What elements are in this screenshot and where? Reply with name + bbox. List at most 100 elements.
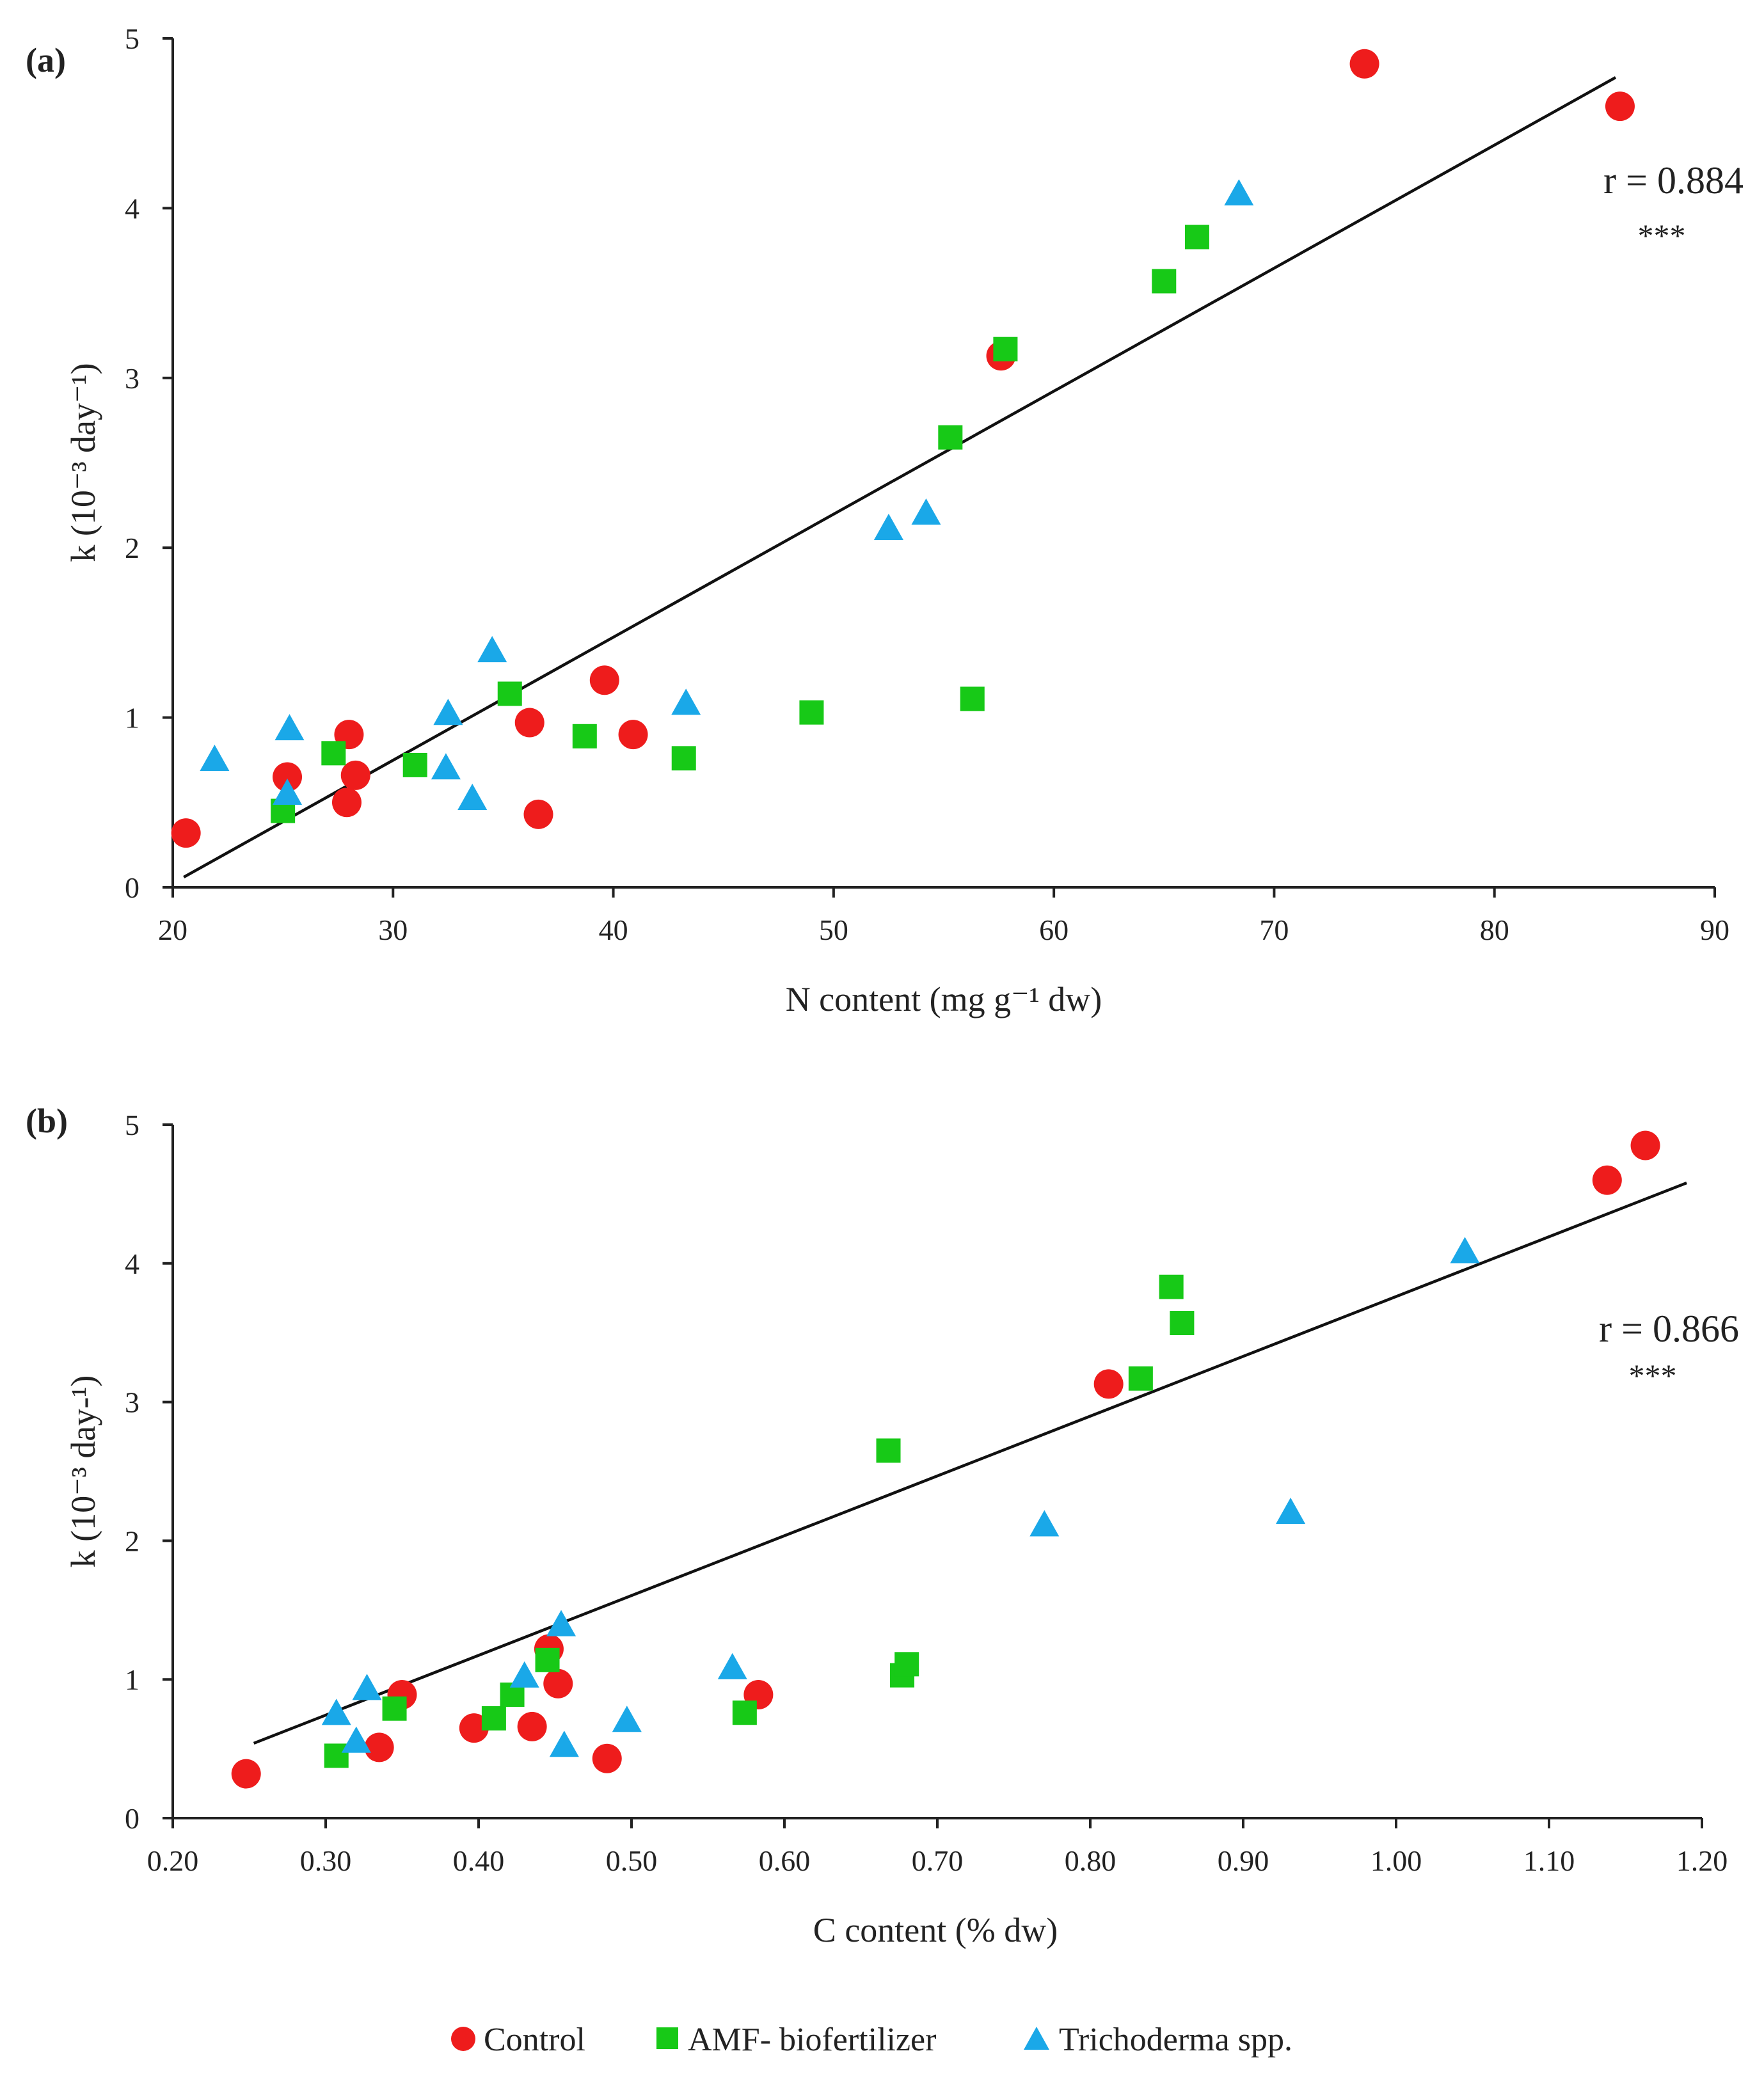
panel-a-points [171, 49, 1635, 848]
panel-b-point-control [231, 1759, 261, 1789]
panel-a-y-ticks: 0 1 2 3 4 5 [125, 22, 173, 904]
legend-marker-amf [656, 2027, 678, 2049]
panel-b-x-tick-label: 0.40 [453, 1844, 505, 1877]
panel-b-point-trichoderma [321, 1699, 351, 1725]
panel-b-y-tick-label: 5 [125, 1109, 139, 1141]
panel-b-trendline [253, 1181, 1687, 1745]
panel-a-y-tick-label: 0 [125, 871, 139, 904]
panel-b-significance: *** [1629, 1358, 1677, 1393]
panel-b-point-trichoderma [549, 1731, 579, 1757]
panel-a-x-ticks: 20 30 40 50 60 70 80 90 [158, 887, 1729, 946]
panel-b-point-amf [1128, 1366, 1153, 1391]
panel-a-point-amf [497, 681, 522, 706]
panel-b-points [231, 1130, 1660, 1789]
panel-a-y-axis-label: k (10⁻³ day⁻¹) [64, 363, 102, 562]
panel-a-label: (a) [26, 41, 66, 79]
panel-b-r-annotation: r = 0.866 [1599, 1308, 1739, 1350]
panel-a-x-axis-label: N content (mg g⁻¹ dw) [786, 980, 1102, 1018]
panel-b-point-amf [876, 1438, 901, 1463]
panel-b-point-trichoderma [717, 1652, 747, 1679]
panel-a-point-amf [572, 724, 597, 749]
panel-b-x-tick-label: 0.20 [147, 1844, 199, 1877]
panel-a-x-tick-label: 50 [819, 914, 848, 946]
panel-b-y-ticks: 0 1 2 3 4 5 [125, 1109, 173, 1835]
panel-a-point-trichoderma [477, 636, 507, 663]
panel-a-r-annotation: r = 0.884 [1603, 159, 1744, 202]
panel-b-point-control [1630, 1130, 1660, 1160]
panel-b-x-tick-label: 1.10 [1523, 1844, 1575, 1877]
legend-label-trichoderma: Trichoderma spp. [1059, 2022, 1292, 2058]
panel-a-chart: (a) 20 30 40 50 60 70 80 90 0 1 2 3 4 5 N content (m… [26, 22, 1744, 1018]
panel-a-point-amf [321, 741, 346, 766]
legend-marker-trichoderma [1024, 2027, 1049, 2050]
legend: Control AMF- biofertilizer Trichoderma s… [451, 2022, 1292, 2058]
panel-a-x-tick-label: 60 [1039, 914, 1069, 946]
panel-a-y-tick-label: 2 [125, 532, 139, 564]
panel-b-point-trichoderma [341, 1726, 371, 1753]
panel-a-point-trichoderma [671, 688, 701, 715]
panel-b-point-trichoderma [1276, 1498, 1306, 1525]
panel-a-point-control [340, 760, 370, 790]
panel-a-point-amf [799, 700, 824, 725]
panel-a-point-amf [960, 686, 985, 711]
panel-a-x-tick-label: 30 [378, 914, 408, 946]
panel-a-point-control [589, 665, 619, 695]
panel-a-point-control [523, 799, 553, 829]
panel-a-point-trichoderma [911, 498, 941, 525]
panel-b-x-tick-label: 1.20 [1676, 1844, 1728, 1877]
panel-a-trendline [183, 76, 1617, 879]
legend-label-amf: AMF- biofertilizer [688, 2022, 936, 2058]
panel-a-point-trichoderma [200, 744, 230, 771]
panel-b-x-ticks: 0.20 0.30 0.40 0.50 0.60 0.70 0.80 0.90 1.00 1.10… [147, 1818, 1728, 1877]
panel-a-point-trichoderma [431, 753, 461, 780]
panel-a-point-control [618, 720, 648, 750]
panel-a-x-tick-label: 80 [1480, 914, 1509, 946]
panel-b-point-trichoderma [612, 1706, 642, 1732]
panel-b-y-axis-label: k (10⁻³ day-¹) [64, 1375, 102, 1568]
panel-a-point-trichoderma [457, 783, 488, 810]
panel-a-point-trichoderma [433, 699, 463, 725]
panel-a-y-tick-label: 4 [125, 192, 139, 225]
panel-a-point-amf [938, 425, 963, 450]
panel-b-x-tick-label: 0.90 [1218, 1844, 1269, 1877]
panel-b-x-axis-label: C content (% dw) [813, 1911, 1058, 1949]
panel-b-x-tick-label: 0.70 [912, 1844, 964, 1877]
panel-a-x-tick-label: 40 [599, 914, 628, 946]
panel-a-point-trichoderma [274, 714, 305, 741]
panel-b-chart: (b) 0.20 0.30 0.40 0.50 0.60 0.70 0.80 0.90 1.00… [26, 1102, 1739, 1949]
panel-b-x-tick-label: 1.00 [1371, 1844, 1422, 1877]
panel-a-point-control [273, 762, 303, 792]
panel-a-x-tick-label: 20 [158, 914, 187, 946]
panel-a-point-amf [402, 752, 427, 777]
panel-b-point-trichoderma [546, 1610, 576, 1636]
panel-b-point-amf [1170, 1311, 1195, 1336]
panel-a-point-control [1605, 91, 1635, 122]
panel-a-point-amf [671, 746, 696, 771]
panel-b-point-control [543, 1668, 573, 1699]
legend-label-control: Control [484, 2022, 585, 2058]
panel-b-y-tick-label: 3 [125, 1386, 139, 1419]
panel-a-point-amf [1152, 269, 1177, 294]
panel-a-significance: *** [1638, 218, 1686, 253]
panel-b-point-control [517, 1711, 547, 1741]
panel-a-point-control [1349, 49, 1379, 79]
panel-b-point-amf [535, 1647, 560, 1672]
panel-b-y-tick-label: 2 [125, 1525, 139, 1557]
panel-b-y-tick-label: 1 [125, 1663, 139, 1696]
panel-b-y-tick-label: 4 [125, 1248, 139, 1280]
panel-b-point-amf [382, 1696, 407, 1721]
panel-b-point-control [364, 1732, 394, 1762]
panel-b-point-trichoderma [1029, 1510, 1060, 1537]
panel-b-point-control [1592, 1165, 1622, 1195]
panel-a-y-tick-label: 1 [125, 702, 139, 734]
panel-a-point-amf [993, 337, 1018, 361]
panel-a-point-trichoderma [273, 779, 303, 805]
panel-b-x-tick-label: 0.60 [759, 1844, 811, 1877]
panel-b-label: (b) [26, 1102, 68, 1140]
panel-b-y-tick-label: 0 [125, 1802, 139, 1835]
panel-b-x-tick-label: 0.30 [300, 1844, 352, 1877]
panel-a-y-tick-label: 3 [125, 362, 139, 395]
panel-b-point-amf [894, 1652, 919, 1677]
panel-a-point-control [514, 708, 544, 738]
